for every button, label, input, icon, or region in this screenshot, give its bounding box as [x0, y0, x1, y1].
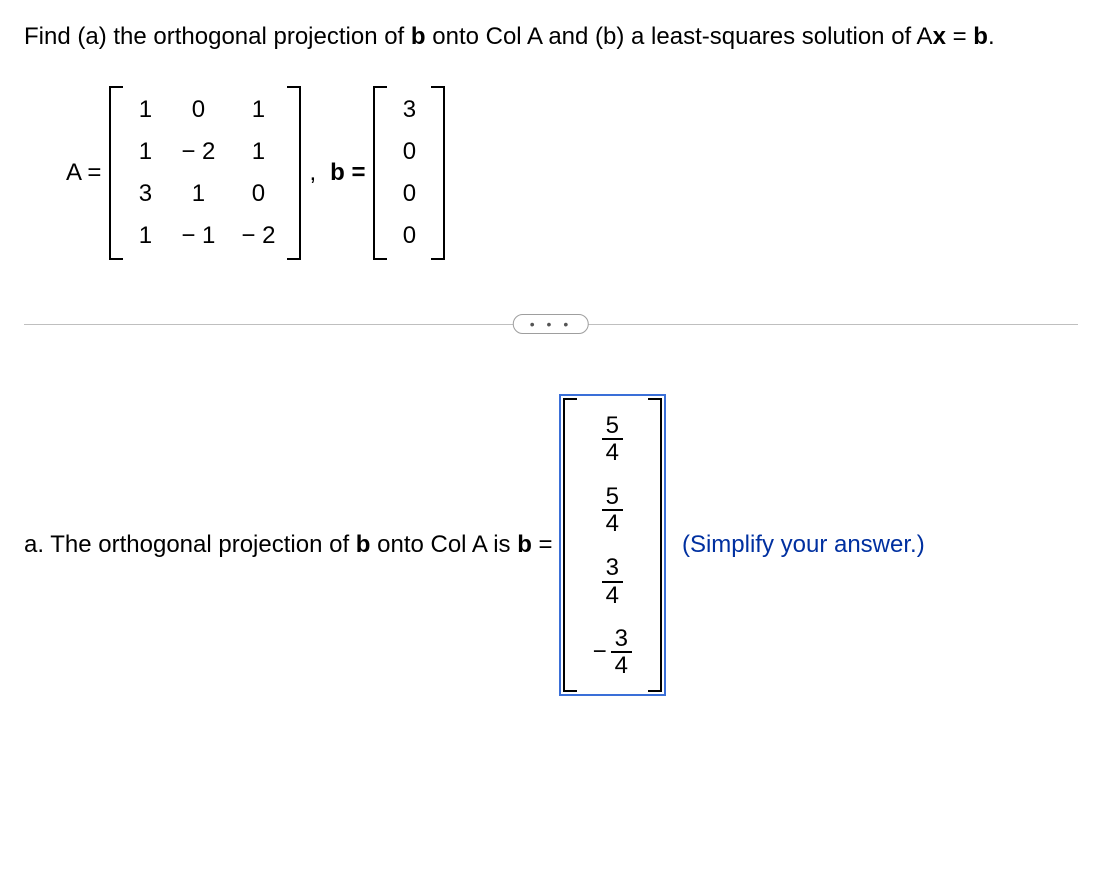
label-b-equals: b = — [330, 159, 365, 187]
ans-3: −34 — [593, 626, 632, 678]
question-prefix: Find (a) the orthogonal projection of — [24, 23, 411, 50]
simplify-hint: (Simplify your answer.) — [682, 531, 925, 559]
given-matrices: A = 1 0 1 1 − 2 1 3 1 0 1 − 1 − 2 , b = — [60, 86, 1078, 260]
part-a-text: a. The orthogonal projection of b onto C… — [24, 531, 553, 559]
matrix-b: 3 0 0 0 — [373, 86, 445, 260]
answer-input-box[interactable]: 54 54 34 −34 — [559, 394, 666, 697]
part-a-prefix: a. The orthogonal projection of — [24, 531, 356, 558]
a-3-1: − 1 — [181, 222, 215, 250]
a-1-0: 1 — [135, 138, 155, 166]
a-3-2: − 2 — [241, 222, 275, 250]
question-x: x — [933, 23, 946, 50]
a-2-1: 1 — [188, 180, 208, 208]
ans-1: 54 — [602, 483, 623, 536]
matrix-A: 1 0 1 1 − 2 1 3 1 0 1 − 1 − 2 — [109, 86, 301, 260]
a-0-2: 1 — [248, 96, 268, 124]
expand-dots-icon[interactable]: • • • — [513, 314, 589, 334]
a-2-0: 3 — [135, 180, 155, 208]
question-suffix: . — [988, 23, 995, 50]
a-1-2: 1 — [248, 138, 268, 166]
b-1: 0 — [399, 138, 419, 166]
b-3: 0 — [399, 222, 419, 250]
b-0: 3 — [399, 96, 419, 124]
b-2: 0 — [399, 180, 419, 208]
section-divider: • • • — [24, 312, 1078, 336]
question-text: Find (a) the orthogonal projection of b … — [24, 20, 1078, 54]
ans-2: 34 — [602, 554, 623, 607]
part-a-b1: b — [356, 531, 371, 558]
question-mid1: onto Col A and (b) a least-squares solut… — [426, 23, 933, 50]
part-a-mid: onto Col A is — [370, 531, 517, 558]
question-b2: b — [973, 23, 988, 50]
a-3-0: 1 — [135, 222, 155, 250]
part-a-eq: = — [532, 531, 553, 558]
part-a-bhat: b — [517, 531, 532, 559]
matrix-comma: , — [309, 159, 316, 187]
part-a-row: a. The orthogonal projection of b onto C… — [24, 394, 1078, 697]
answer-matrix: 54 54 34 −34 — [563, 398, 662, 693]
question-b1: b — [411, 23, 426, 50]
neg-sign: − — [593, 638, 607, 666]
a-0-0: 1 — [135, 96, 155, 124]
question-mid2: = — [946, 23, 973, 50]
a-2-2: 0 — [248, 180, 268, 208]
label-A-equals: A = — [66, 159, 101, 187]
a-1-1: − 2 — [181, 138, 215, 166]
ans-0: 54 — [602, 412, 623, 465]
a-0-1: 0 — [188, 96, 208, 124]
